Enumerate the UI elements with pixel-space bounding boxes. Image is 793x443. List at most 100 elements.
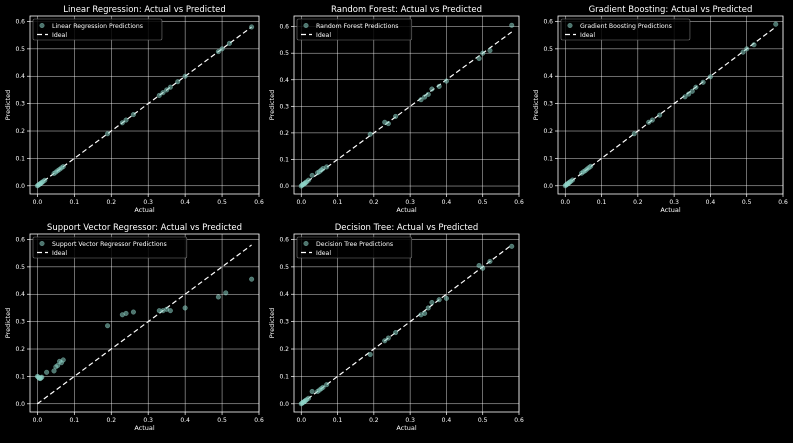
chart-title: Support Vector Regressor: Actual vs Pred…	[47, 223, 242, 233]
legend-marker	[39, 23, 45, 29]
x-tick-label: 0.5	[478, 417, 488, 424]
data-point	[309, 172, 315, 178]
x-tick-label: 0.4	[442, 417, 452, 424]
legend-entry-predictions: Decision Tree Predictions	[316, 241, 393, 248]
x-tick-label: 0.6	[254, 417, 264, 424]
data-point	[367, 351, 373, 357]
data-point	[425, 305, 431, 311]
legend-marker	[303, 23, 309, 29]
data-point	[476, 56, 482, 62]
y-tick-label: 0.3	[279, 103, 289, 110]
data-point	[60, 164, 66, 170]
y-axis-label: Predicted	[4, 308, 12, 339]
legend: Support Vector Regressor Predictions Idea…	[32, 236, 188, 259]
x-tick-label: 0.5	[478, 199, 488, 206]
y-tick-label: 0.3	[15, 101, 25, 108]
data-point	[324, 164, 330, 170]
data-point	[306, 395, 312, 401]
data-point	[60, 357, 66, 363]
y-tick-label: 0.2	[279, 130, 289, 137]
chart-panel-1: 0.0 0.1 0.2 0.3 0.4 0.5 0.6 0.0 0.1 0.2 0.3 0.4 0.5 0…	[4, 5, 264, 214]
data-point	[646, 119, 652, 125]
legend-entry-predictions: Linear Regression Predictions	[52, 23, 143, 30]
chart-panel-3: 0.0 0.1 0.2 0.3 0.4 0.5 0.6 0.0 0.1 0.2 0.3 0.4 0.5 0…	[532, 5, 788, 214]
data-point	[588, 163, 594, 169]
data-point	[226, 40, 232, 46]
data-point	[425, 91, 431, 97]
x-tick-label: 0.3	[405, 417, 415, 424]
data-point	[130, 309, 136, 315]
data-point	[367, 131, 373, 137]
legend-entry-ideal: Ideal	[52, 250, 67, 257]
data-point	[570, 177, 576, 183]
x-tick-label: 0.1	[70, 199, 80, 206]
y-tick-label: 0.1	[543, 155, 553, 162]
y-tick-label: 0.3	[543, 101, 553, 108]
x-tick-label: 0.1	[333, 199, 343, 206]
y-tick-label: 0.0	[15, 183, 25, 190]
legend-frame	[296, 236, 413, 259]
y-tick-label: 0.6	[543, 18, 553, 25]
x-tick-label: 0.1	[70, 417, 80, 424]
y-axis-label: Predicted	[4, 90, 12, 121]
x-tick-label: 0.2	[633, 199, 643, 206]
x-tick-label: 0.0	[33, 417, 43, 424]
data-point	[382, 338, 388, 344]
x-tick-label: 0.5	[217, 199, 227, 206]
ideal-line	[300, 244, 513, 405]
plot-frame	[29, 233, 260, 413]
ideal-line	[564, 26, 777, 187]
y-tick-label: 0.0	[15, 401, 25, 408]
y-tick-label: 0.1	[15, 155, 25, 162]
data-point	[55, 362, 61, 368]
y-tick-label: 0.3	[15, 319, 25, 326]
data-point	[223, 290, 229, 296]
data-point	[385, 121, 391, 127]
x-tick-label: 0.6	[514, 417, 524, 424]
x-tick-label: 0.0	[560, 199, 570, 206]
y-axis-label: Predicted	[268, 90, 276, 121]
x-axis-label: Actual	[134, 424, 155, 432]
y-tick-label: 0.1	[279, 373, 289, 380]
y-tick-label: 0.4	[15, 73, 25, 80]
y-tick-label: 0.5	[279, 264, 289, 271]
data-point	[182, 73, 188, 79]
y-tick-label: 0.0	[279, 401, 289, 408]
data-point	[509, 243, 515, 249]
chart-panel-4: 0.0 0.1 0.2 0.3 0.4 0.5 0.6 0.0 0.1 0.2 0.3 0.4 0.5 0…	[4, 223, 264, 432]
data-point	[487, 258, 493, 264]
y-tick-label: 0.0	[279, 183, 289, 190]
data-point	[44, 369, 50, 375]
data-point	[119, 120, 125, 126]
legend-marker	[39, 240, 45, 246]
x-tick-label: 0.0	[33, 199, 43, 206]
data-point	[130, 112, 136, 118]
data-point	[744, 46, 750, 52]
data-point	[167, 308, 173, 314]
x-axis-label: Actual	[396, 206, 417, 214]
y-tick-label: 0.1	[279, 156, 289, 163]
y-tick-label: 0.6	[279, 236, 289, 243]
x-tick-label: 0.3	[669, 199, 679, 206]
data-point	[215, 294, 221, 300]
data-point	[480, 50, 486, 56]
legend-entry-predictions: Random Forest Predictions	[316, 23, 399, 30]
x-tick-label: 0.1	[597, 199, 607, 206]
data-point	[649, 117, 655, 123]
data-point	[707, 74, 713, 80]
data-point	[422, 310, 428, 316]
x-tick-label: 0.4	[442, 199, 452, 206]
y-tick-label: 0.4	[15, 291, 25, 298]
legend: Linear Regression Predictions Ideal	[32, 18, 163, 41]
chart-panel-2: 0.0 0.1 0.2 0.3 0.4 0.5 0.6 0.0 0.1 0.2 0.3 0.4 0.5 0…	[268, 5, 524, 214]
y-axis-label: Predicted	[268, 308, 276, 339]
y-tick-label: 0.4	[279, 77, 289, 84]
x-tick-label: 0.2	[106, 199, 116, 206]
data-point	[657, 112, 663, 118]
legend-entry-ideal: Ideal	[52, 32, 67, 39]
chart-title: Linear Regression: Actual vs Predicted	[63, 5, 226, 15]
y-tick-label: 0.2	[279, 346, 289, 353]
ideal-line	[37, 26, 252, 187]
legend-entry-predictions: Gradient Boosting Predictions	[580, 23, 672, 30]
chart-title: Decision Tree: Actual vs Predicted	[335, 223, 479, 233]
